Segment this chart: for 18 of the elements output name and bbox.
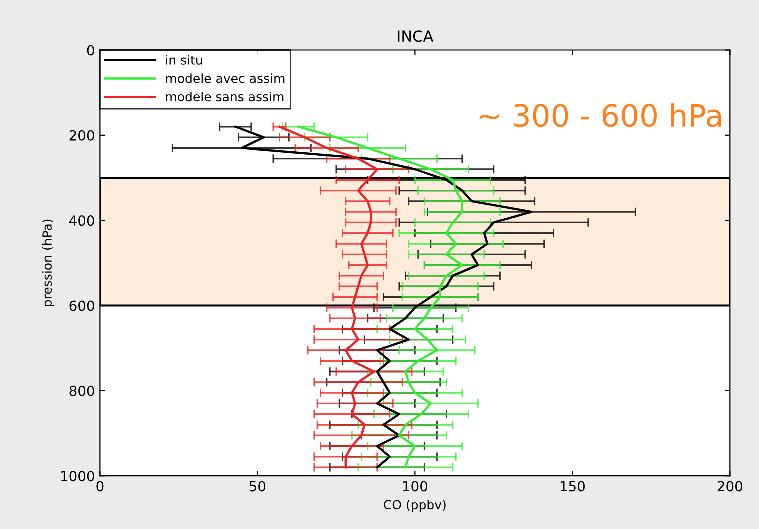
y-tick-label: 600 — [70, 300, 94, 312]
legend-label: in situ — [166, 55, 202, 65]
x-tick-label: 50 — [250, 481, 266, 492]
x-tick-label: 100 — [403, 481, 428, 492]
x-axis-title: CO (ppbv) — [384, 500, 446, 512]
y-tick-label: 1000 — [62, 471, 94, 482]
x-tick-label: 150 — [560, 481, 585, 492]
y-tick-label: 800 — [70, 386, 94, 396]
y-tick-label: 400 — [69, 216, 94, 226]
annotation: ~ 300 - 600 hPa — [480, 104, 722, 128]
x-tick-label: 0 — [96, 481, 104, 492]
legend-label: modele sans assim — [166, 92, 284, 102]
y-tick-label: 200 — [70, 130, 94, 141]
chart-title: INCA — [398, 30, 434, 42]
x-tick-label: 200 — [718, 481, 742, 492]
y-tick-label: 0 — [87, 45, 94, 56]
legend-label: modele avec assim — [166, 74, 285, 84]
y-axis-title: pression (hPa) — [42, 220, 54, 306]
